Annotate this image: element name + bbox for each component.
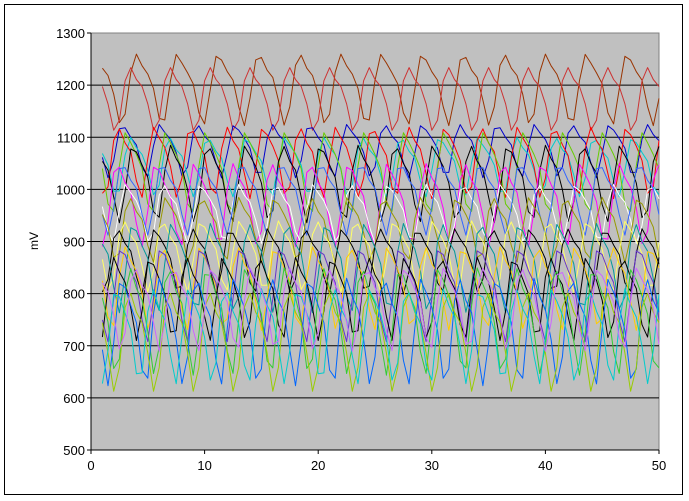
series-line-18 xyxy=(101,267,660,376)
series-line-9 xyxy=(101,183,660,245)
series-line-2 xyxy=(101,67,660,131)
series-line-3 xyxy=(101,124,660,179)
series-line-19 xyxy=(101,277,660,387)
x-tick-label-10: 10 xyxy=(197,458,211,473)
series-line-16 xyxy=(101,250,660,343)
series-line-14 xyxy=(101,223,660,314)
y-tick-label-1200: 1200 xyxy=(56,78,85,93)
series-line-10 xyxy=(101,167,660,236)
y-tick-label-600: 600 xyxy=(63,391,85,406)
series-line-4 xyxy=(101,137,660,198)
y-tick-label-1100: 1100 xyxy=(57,130,85,145)
x-tick-label-20: 20 xyxy=(311,458,325,473)
y-tick-label-900: 900 xyxy=(63,235,85,250)
series-line-13 xyxy=(101,228,660,295)
y-axis-title: mV xyxy=(27,232,41,250)
series-line-20 xyxy=(101,292,660,392)
series-line-8 xyxy=(101,163,660,248)
series-line-1 xyxy=(102,53,660,127)
y-tick-label-700: 700 xyxy=(63,339,85,354)
series-line-22 xyxy=(101,267,660,352)
x-tick-label-50: 50 xyxy=(652,458,666,473)
series-line-17 xyxy=(101,256,660,341)
x-tick-label-30: 30 xyxy=(425,458,439,473)
x-tick-label-0: 0 xyxy=(87,458,94,473)
series-line-5 xyxy=(102,126,660,200)
y-tick-label-1000: 1000 xyxy=(56,182,85,197)
x-tick-label-40: 40 xyxy=(538,458,552,473)
y-tick-label-1300: 1300 xyxy=(56,26,85,41)
y-tick-label-800: 800 xyxy=(63,287,85,302)
series-line-7 xyxy=(101,144,660,224)
series-line-21 xyxy=(101,288,660,385)
y-tick-label-500: 500 xyxy=(63,443,85,458)
